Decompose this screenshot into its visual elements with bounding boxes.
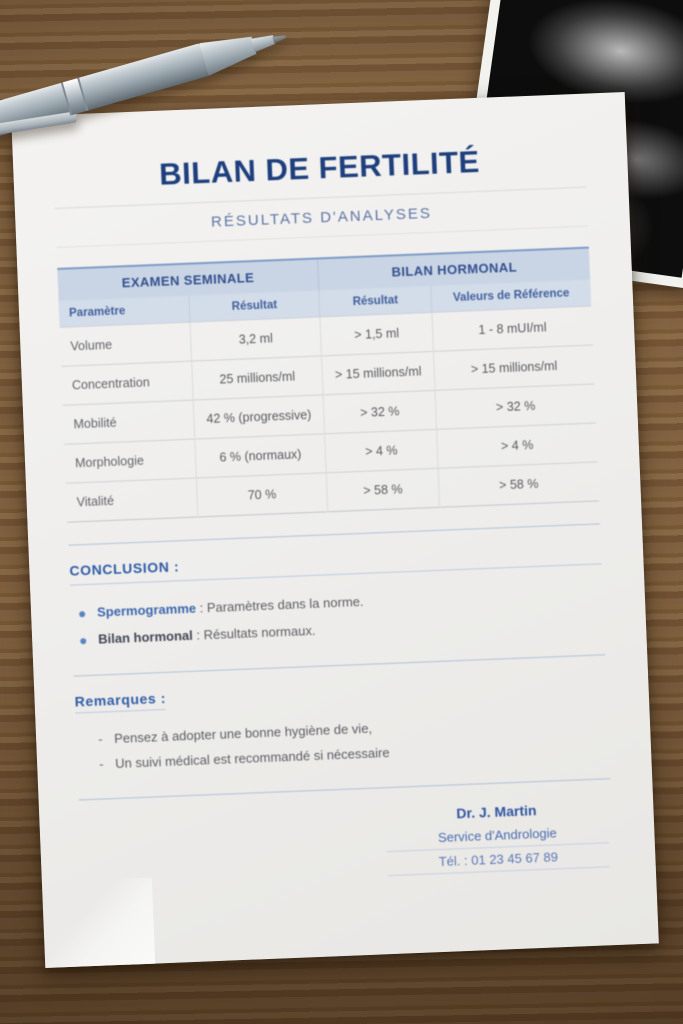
pen-cone bbox=[199, 29, 258, 76]
signature-block: Dr. J. Martin Service d'Andrologie Tél. … bbox=[385, 795, 610, 877]
cell-reference: > 15 millions/ml bbox=[433, 345, 595, 391]
bullet-dot-icon bbox=[80, 638, 87, 645]
remark-text: Un suivi médical est recommandé si néces… bbox=[114, 744, 390, 772]
remarks-heading: Remarques : bbox=[74, 689, 167, 714]
cell-param: Mobilité bbox=[62, 400, 195, 445]
cell-hormonal-result: > 1,5 ml bbox=[320, 312, 434, 356]
conclusion-heading: CONCLUSION : bbox=[69, 541, 602, 586]
cell-hormonal-result: > 15 millions/ml bbox=[321, 351, 435, 395]
conclusion-text: : Paramètres dans la norme. bbox=[195, 593, 364, 616]
bullet-dot-icon bbox=[79, 611, 86, 618]
conclusion-term: Bilan hormonal bbox=[97, 627, 194, 647]
cell-hormonal-result: > 32 % bbox=[323, 390, 437, 434]
dash-marker: - bbox=[97, 731, 103, 747]
cell-param: Vitalité bbox=[65, 478, 198, 523]
fertility-report-paper: BILAN DE FERTILITÉ RÉSULTATS D'ANALYSES … bbox=[11, 92, 659, 968]
cell-reference: 1 - 8 mUI/ml bbox=[431, 306, 593, 352]
section-divider bbox=[78, 778, 611, 801]
section-divider bbox=[68, 523, 600, 546]
pen-point bbox=[272, 33, 286, 43]
pen-tip bbox=[251, 33, 276, 53]
cell-result: 6 % (normaux) bbox=[194, 433, 327, 479]
cell-param: Concentration bbox=[61, 361, 194, 406]
cell-param: Volume bbox=[59, 322, 192, 367]
cell-hormonal-result: > 4 % bbox=[324, 429, 438, 473]
conclusion-term: Spermogramme bbox=[96, 600, 197, 620]
cell-reference: > 32 % bbox=[434, 383, 596, 430]
cell-param: Morphologie bbox=[64, 439, 197, 484]
cell-reference: > 58 % bbox=[437, 461, 600, 508]
cell-result: 70 % bbox=[196, 472, 328, 517]
dash-marker: - bbox=[98, 756, 104, 772]
cell-result: 3,2 ml bbox=[189, 316, 322, 362]
cell-result: 25 millions/ml bbox=[191, 355, 324, 401]
cell-reference: > 4 % bbox=[436, 422, 598, 469]
cell-hormonal-result: > 58 % bbox=[326, 468, 440, 512]
remarks-list: - Pensez à adopter une bonne hygiène de … bbox=[76, 706, 610, 777]
cell-result: 42 % (progressive) bbox=[193, 394, 325, 440]
conclusion-list: Spermogramme : Paramètres dans la norme.… bbox=[71, 578, 605, 653]
conclusion-text: : Résultats normaux. bbox=[192, 622, 316, 643]
report-content: BILAN DE FERTILITÉ RÉSULTATS D'ANALYSES … bbox=[11, 92, 659, 968]
results-table: EXAMEN SEMINALE BILAN HORMONAL Paramètre… bbox=[57, 246, 600, 523]
